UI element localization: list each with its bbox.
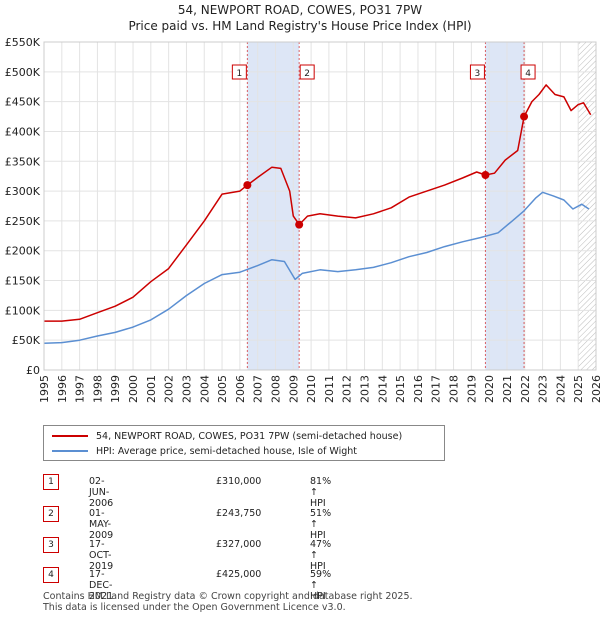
sale-marker-label-2: 2 xyxy=(304,69,310,79)
x-tick-label: 2000 xyxy=(127,375,140,403)
legend-label-hpi: HPI: Average price, semi-detached house,… xyxy=(96,445,358,457)
sale-marker-box-2 xyxy=(299,64,315,80)
x-tick-label: 2026 xyxy=(590,375,600,403)
sale-point-1 xyxy=(243,181,252,190)
sale-number-badge: 3 xyxy=(43,537,59,553)
legend-swatch-property xyxy=(52,435,88,437)
property-price-line xyxy=(44,84,592,322)
legend-item-property: 54, NEWPORT ROAD, COWES, PO31 7PW (semi-… xyxy=(52,429,402,443)
x-tick-label: 2024 xyxy=(554,375,567,403)
y-tick-label: £250K xyxy=(5,215,41,228)
y-tick-label: £50K xyxy=(12,334,41,347)
y-tick-label: £400K xyxy=(5,125,41,138)
footer-copyright: Contains HM Land Registry data © Crown c… xyxy=(43,591,413,602)
sale-price: £327,000 xyxy=(216,539,262,550)
legend-item-hpi: HPI: Average price, semi-detached house,… xyxy=(52,444,357,458)
sale-marker-label-1: 1 xyxy=(236,69,242,79)
sale-marker-box-3 xyxy=(469,64,485,80)
x-tick-label: 2019 xyxy=(465,375,478,403)
y-tick-label: £500K xyxy=(5,66,41,79)
price-chart: 1 2 3 4 £0 £50K £100K £150K £200K £250K £300K £350… xyxy=(5,36,600,403)
x-tick-label: 2025 xyxy=(572,375,585,403)
sale-marker-label-4: 4 xyxy=(525,69,531,79)
sale-point-3 xyxy=(481,170,490,179)
x-tick-label: 1999 xyxy=(109,375,122,403)
shaded-period xyxy=(247,42,300,370)
x-tick-label: 2001 xyxy=(145,375,158,403)
footer-license: This data is licensed under the Open Gov… xyxy=(43,602,346,613)
sale-hpi-change: 47% ↑ HPI xyxy=(310,539,332,572)
sale-date: 02-JUN-2006 xyxy=(89,476,114,509)
sale-date: 17-DEC-2021 xyxy=(89,569,114,602)
sale-price: £243,750 xyxy=(216,508,262,519)
x-tick-label: 2023 xyxy=(537,375,550,403)
y-tick-label: £550K xyxy=(5,36,41,49)
sale-hpi-change: 81% ↑ HPI xyxy=(310,476,332,509)
x-tick-label: 2004 xyxy=(198,375,211,403)
x-tick-label: 2022 xyxy=(519,375,532,403)
x-tick-label: 2021 xyxy=(501,375,514,403)
x-tick-label: 2013 xyxy=(359,375,372,403)
x-tick-label: 1995 xyxy=(38,375,51,403)
sale-point-2 xyxy=(295,220,304,229)
plot-frame xyxy=(43,41,597,371)
x-tick-label: 1996 xyxy=(56,375,69,403)
sale-number-badge: 4 xyxy=(43,567,59,583)
chart-subtitle: Price paid vs. HM Land Registry's House … xyxy=(128,19,472,33)
y-tick-label: £200K xyxy=(5,245,41,258)
x-tick-label: 2006 xyxy=(234,375,247,403)
sale-hpi-change: 59% ↑ HPI xyxy=(310,569,332,602)
x-tick-label: 1998 xyxy=(91,375,104,403)
shaded-period xyxy=(485,42,525,370)
y-tick-label: £450K xyxy=(5,96,41,109)
y-tick-label: £100K xyxy=(5,304,41,317)
x-tick-label: 2017 xyxy=(430,375,443,403)
sale-date: 01-MAY-2009 xyxy=(89,508,114,541)
legend-swatch-hpi xyxy=(52,450,88,452)
x-tick-label: 2002 xyxy=(163,375,176,403)
x-tick-label: 2020 xyxy=(483,375,496,403)
x-tick-label: 2005 xyxy=(216,375,229,403)
sale-price: £310,000 xyxy=(216,476,262,487)
hpi-line xyxy=(44,191,590,344)
sale-marker-box-1 xyxy=(231,64,247,80)
x-tick-label: 2011 xyxy=(323,375,336,403)
sale-marker-box-4 xyxy=(520,64,536,80)
x-tick-label: 2015 xyxy=(394,375,407,403)
x-tick-label: 2014 xyxy=(376,375,389,403)
legend-label-property: 54, NEWPORT ROAD, COWES, PO31 7PW (semi-… xyxy=(96,430,403,442)
x-tick-label: 2007 xyxy=(252,375,265,403)
sale-hpi-change: 51% ↑ HPI xyxy=(310,508,332,541)
sale-marker-label-3: 3 xyxy=(475,69,481,79)
x-tick-label: 2012 xyxy=(341,375,354,403)
x-tick-label: 2003 xyxy=(180,375,193,403)
x-tick-label: 2009 xyxy=(287,375,300,403)
sale-date: 17-OCT-2019 xyxy=(89,539,114,572)
y-tick-label: £350K xyxy=(5,155,41,168)
sale-price: £425,000 xyxy=(216,569,262,580)
sale-point-4 xyxy=(520,112,529,121)
legend: 54, NEWPORT ROAD, COWES, PO31 7PW (semi-… xyxy=(43,425,445,461)
sale-number-badge: 2 xyxy=(43,506,59,522)
chart-title: 54, NEWPORT ROAD, COWES, PO31 7PW xyxy=(177,3,423,17)
x-tick-label: 2010 xyxy=(305,375,318,403)
x-tick-label: 2008 xyxy=(269,375,282,403)
footer-attribution: Contains HM Land Registry data © Crown c… xyxy=(43,591,413,613)
y-tick-label: £0 xyxy=(26,364,40,377)
x-tick-label: 2016 xyxy=(412,375,425,403)
forecast-hatch xyxy=(578,42,596,370)
sale-number-badge: 1 xyxy=(43,474,59,490)
x-tick-label: 1997 xyxy=(74,375,87,403)
x-tick-label: 2018 xyxy=(448,375,461,403)
y-tick-label: £150K xyxy=(5,275,41,288)
y-tick-label: £300K xyxy=(5,185,41,198)
